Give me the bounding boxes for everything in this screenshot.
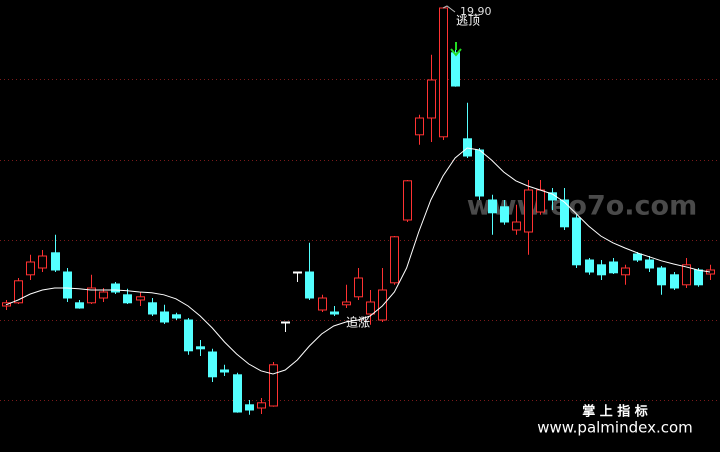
candle-body (318, 297, 327, 311)
candle-body (184, 319, 193, 352)
candle-body (488, 199, 497, 214)
candle-body (439, 7, 448, 138)
grid (0, 79, 720, 401)
candle-body (633, 253, 642, 261)
candle-body (657, 267, 666, 286)
candle-body (354, 277, 363, 298)
candle-body (269, 364, 278, 407)
candle-body (390, 236, 399, 284)
candle-body (305, 271, 314, 299)
candle-body (706, 269, 715, 275)
candle-body (427, 79, 436, 119)
candle-body (645, 259, 654, 269)
candle-body (597, 264, 606, 276)
candle-body (160, 311, 169, 323)
candle-body (136, 296, 145, 301)
candle-body (366, 301, 375, 315)
peak-label: 19.90 (460, 5, 492, 18)
candle-body (342, 301, 351, 306)
signal-label: 逃顶 (456, 14, 480, 28)
candle-body (148, 302, 157, 315)
candles (2, 7, 715, 415)
candle-body (415, 117, 424, 136)
signal-label: 追涨 (346, 315, 370, 330)
candle-body (475, 149, 484, 197)
candle-body (682, 264, 691, 286)
candle-body (99, 291, 108, 299)
candle-body (87, 287, 96, 304)
candle-body (330, 311, 339, 315)
ma-line (5, 147, 711, 375)
candle-body (463, 138, 472, 157)
candle-body (111, 283, 120, 293)
candle-body (293, 271, 302, 274)
candle-body (172, 314, 181, 319)
candle-body (536, 189, 545, 213)
candle-body (609, 261, 618, 274)
candle-body (378, 289, 387, 321)
candle-body (208, 351, 217, 378)
candle-body (281, 321, 290, 324)
candle-body (26, 261, 35, 276)
candle-body (500, 206, 509, 223)
candle-body (38, 255, 47, 269)
candle-body (512, 221, 521, 231)
watermark: 掌 上 指 标 (582, 404, 648, 420)
candle-body (51, 252, 60, 271)
sell-arrow (450, 42, 462, 57)
candle-body (572, 217, 581, 266)
candle-body (560, 199, 569, 228)
candle-body (524, 189, 533, 233)
candle-body (403, 180, 412, 221)
peak-leader (442, 5, 456, 13)
candle-body (451, 52, 460, 87)
candle-body (75, 302, 84, 309)
candle-body (63, 271, 72, 299)
candle-body (233, 374, 242, 413)
candle-body (196, 346, 205, 350)
candle-body (694, 269, 703, 286)
candle-body (14, 280, 23, 304)
candle-body (621, 267, 630, 276)
watermark: www.palmindex.com (537, 419, 693, 437)
candle-body (245, 404, 254, 411)
candle-body (257, 402, 266, 409)
candle-body (585, 259, 594, 273)
candle-body (123, 294, 132, 304)
candle-body (220, 369, 229, 373)
candle-body (670, 274, 679, 289)
